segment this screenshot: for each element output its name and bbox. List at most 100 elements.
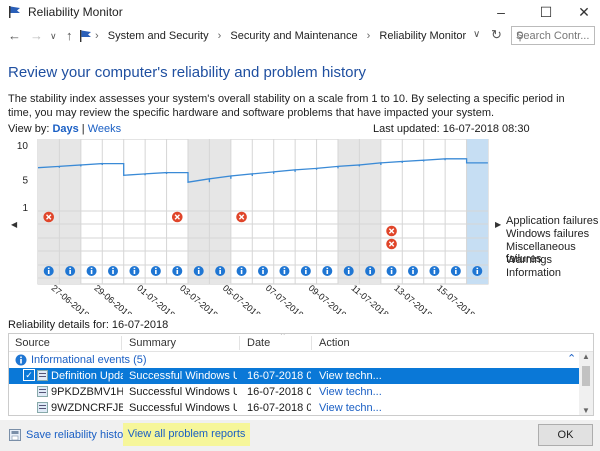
scroll-up-icon[interactable]: ▲ xyxy=(582,352,590,361)
table-row[interactable]: ✓ Definition Updat... Successful Windows… xyxy=(9,368,579,384)
column-action[interactable]: Action xyxy=(319,337,350,349)
view-separator: | xyxy=(81,123,85,135)
collapse-chevron-icon[interactable]: ⌃ xyxy=(567,353,577,365)
error-x-icon xyxy=(388,228,395,234)
x-tick-label: 03-07-2018 xyxy=(178,283,220,314)
row-source: 9WZDNCRFJBMP... xyxy=(51,402,123,414)
breadcrumb: › System and Security › Security and Mai… xyxy=(95,30,466,42)
recent-dropdown-icon[interactable]: ∨ xyxy=(50,31,57,41)
address-dropdown-icon[interactable]: ∨ xyxy=(473,29,481,40)
info-glyph xyxy=(283,267,286,270)
info-glyph xyxy=(433,267,436,270)
info-glyph xyxy=(155,267,157,270)
group-label: Informational events (5) xyxy=(31,354,147,366)
info-glyph xyxy=(476,267,479,270)
info-glyph xyxy=(412,267,414,270)
update-icon xyxy=(37,386,48,397)
table-row[interactable]: 9WZDNCRFJBMP... Successful Windows Upd 1… xyxy=(9,400,579,415)
info-glyph xyxy=(412,270,414,274)
info-glyph xyxy=(455,267,457,270)
x-tick-label: 29-06-2018 xyxy=(92,283,134,314)
row-checkbox[interactable]: ✓ xyxy=(23,369,35,381)
back-icon[interactable]: ← xyxy=(8,28,21,43)
sort-ascending-icon: ⌃ xyxy=(279,333,287,341)
scrollbar-thumb[interactable] xyxy=(582,366,590,386)
scroll-down-icon[interactable]: ▼ xyxy=(582,406,590,415)
search-input[interactable]: Search Contr... ⚲ xyxy=(511,26,595,45)
info-glyph xyxy=(90,270,93,274)
control-panel-flag-icon xyxy=(80,30,91,42)
forward-icon[interactable]: → xyxy=(30,28,43,43)
column-summary[interactable]: Summary xyxy=(129,337,177,349)
breadcrumb-chevron-icon: › xyxy=(95,30,99,42)
info-glyph xyxy=(326,270,329,274)
view-technical-details-link[interactable]: View techn... xyxy=(319,402,382,414)
last-updated: Last updated: 16-07-2018 08:30 xyxy=(373,123,530,135)
info-glyph xyxy=(219,267,221,270)
row-summary: Successful Windows Upd xyxy=(129,370,237,382)
column-divider xyxy=(239,336,240,350)
window-title: Reliability Monitor xyxy=(28,5,123,19)
legend-warnings: Warnings xyxy=(506,254,553,266)
maximize-button[interactable]: ☐ xyxy=(539,4,553,20)
legend-windows-failures: Windows failures xyxy=(506,228,590,240)
row-source: Definition Updat... xyxy=(51,370,123,382)
view-technical-details-link[interactable]: View techn... xyxy=(319,386,382,398)
update-icon xyxy=(37,370,48,381)
stability-index-line xyxy=(37,158,488,183)
breadcrumb-security-maintenance[interactable]: Security and Maintenance xyxy=(230,30,358,42)
info-glyph xyxy=(133,270,136,274)
view-all-problem-reports-link[interactable]: View all problem reports xyxy=(123,423,250,446)
info-glyph xyxy=(455,270,457,274)
table-header: Source Summary Date ⌃ Action xyxy=(9,333,593,352)
view-weeks-link[interactable]: Weeks xyxy=(87,123,122,135)
view-days-link[interactable]: Days xyxy=(52,123,79,135)
error-x-icon xyxy=(238,214,245,220)
error-x-icon xyxy=(46,214,52,220)
address-bar: ← → ∨ ↑ › System and Security › Security… xyxy=(0,24,600,48)
column-source[interactable]: Source xyxy=(15,337,50,349)
refresh-icon[interactable]: ↻ xyxy=(491,27,502,42)
info-glyph xyxy=(133,267,136,270)
column-date[interactable]: Date xyxy=(247,337,271,349)
x-tick-label: 01-07-2018 xyxy=(135,283,177,314)
details-table: Source Summary Date ⌃ Action Information… xyxy=(8,333,594,416)
ok-button[interactable]: OK xyxy=(538,424,593,446)
minimize-button[interactable]: – xyxy=(497,4,505,20)
close-button[interactable]: ✕ xyxy=(578,4,590,20)
row-summary: Successful Windows Upd xyxy=(129,386,237,398)
legend-information: Information xyxy=(506,267,562,279)
search-placeholder: Search Contr... xyxy=(516,30,590,42)
save-reliability-history-link[interactable]: Save reliability history... xyxy=(26,429,141,441)
info-glyph xyxy=(69,270,71,274)
breadcrumb-system-security[interactable]: System and Security xyxy=(107,30,209,42)
info-glyph xyxy=(240,267,243,270)
info-glyph xyxy=(390,267,393,270)
table-row[interactable]: 9PKDZBMV1H3T-... Successful Windows Upd … xyxy=(9,384,579,400)
breadcrumb-chevron-icon: › xyxy=(217,30,222,42)
scroll-left-icon[interactable]: ◀ xyxy=(11,220,18,229)
info-glyph xyxy=(262,267,264,270)
group-informational-events[interactable]: Informational events (5) ⌃ xyxy=(9,352,579,368)
table-scrollbar[interactable]: ▲ ▼ xyxy=(579,352,593,415)
x-tick-label: 27-06-2018 xyxy=(49,283,91,314)
footer-bar: Save reliability history... View all pro… xyxy=(0,420,600,451)
breadcrumb-reliability-monitor[interactable]: Reliability Monitor xyxy=(379,30,467,42)
row-date: 16-07-2018 0... xyxy=(247,370,311,382)
view-technical-details-link[interactable]: View techn... xyxy=(319,370,382,382)
info-glyph xyxy=(112,270,114,274)
reliability-chart[interactable]: 10 5 1 27-06-2018 29-06-2018 01-07-2018 03-07-… xyxy=(8,139,498,314)
row-date: 16-07-2018 0... xyxy=(247,402,311,414)
row-date: 16-07-2018 0... xyxy=(247,386,311,398)
scroll-right-icon[interactable]: ▶ xyxy=(495,220,502,229)
info-glyph xyxy=(197,267,200,270)
y-tick-label: 5 xyxy=(22,175,28,186)
y-tick-label: 1 xyxy=(22,203,28,214)
info-glyph xyxy=(433,270,436,274)
reliability-details-label: Reliability details for: 16-07-2018 xyxy=(8,319,169,331)
info-glyph xyxy=(305,267,307,270)
up-icon[interactable]: ↑ xyxy=(66,28,73,43)
info-glyph xyxy=(219,270,221,274)
column-divider xyxy=(311,336,312,350)
info-glyph xyxy=(390,270,393,274)
